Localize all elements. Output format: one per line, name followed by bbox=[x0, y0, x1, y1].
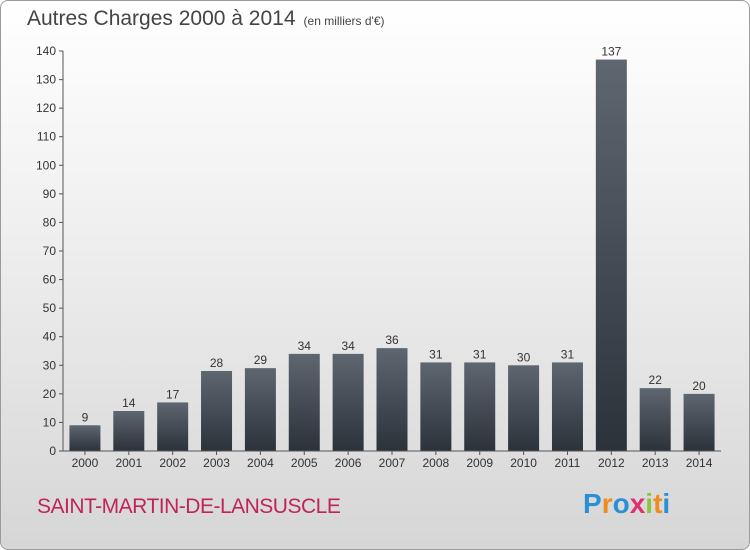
y-tick-label: 70 bbox=[43, 244, 57, 258]
bar-value-label: 30 bbox=[517, 350, 531, 364]
bar bbox=[288, 353, 320, 451]
x-tick-label: 2010 bbox=[510, 456, 537, 470]
chart-title: Autres Charges 2000 à 2014 (en milliers d… bbox=[27, 7, 385, 31]
bar bbox=[244, 368, 276, 451]
y-tick-label: 30 bbox=[43, 358, 57, 372]
y-tick-label: 140 bbox=[36, 44, 56, 58]
y-tick-label: 10 bbox=[43, 415, 57, 429]
bar-value-label: 20 bbox=[692, 379, 706, 393]
logo-letter: i bbox=[645, 488, 654, 519]
y-tick-label: 60 bbox=[43, 273, 57, 287]
bar-value-label: 31 bbox=[473, 347, 487, 361]
x-tick-label: 2001 bbox=[115, 456, 142, 470]
bar-value-label: 17 bbox=[166, 387, 180, 401]
x-tick-label: 2004 bbox=[247, 456, 274, 470]
bar bbox=[551, 362, 583, 451]
bar bbox=[113, 411, 145, 451]
bar-value-label: 36 bbox=[385, 333, 399, 347]
bar-value-label: 34 bbox=[341, 339, 355, 353]
y-tick-label: 110 bbox=[37, 130, 56, 144]
y-tick-label: 80 bbox=[43, 215, 57, 229]
x-tick-label: 2006 bbox=[335, 456, 362, 470]
logo-letter: P bbox=[583, 488, 602, 519]
y-tick-label: 50 bbox=[43, 301, 57, 315]
x-tick-label: 2008 bbox=[423, 456, 450, 470]
bar-value-label: 31 bbox=[429, 347, 443, 361]
bars: 9 14 17 28 29 34 34 36 31 31 30 31 137 22 20 bbox=[69, 45, 715, 451]
x-tick-label: 2005 bbox=[291, 456, 318, 470]
bar-value-label: 14 bbox=[122, 396, 136, 410]
logo-letter: o bbox=[612, 488, 630, 519]
bar-value-label: 31 bbox=[561, 347, 575, 361]
bar-value-label: 28 bbox=[210, 356, 224, 370]
bar-value-label: 9 bbox=[82, 410, 89, 424]
logo-letter: r bbox=[601, 488, 613, 519]
bar bbox=[69, 425, 101, 451]
y-tick-label: 100 bbox=[36, 158, 56, 172]
bar bbox=[201, 371, 233, 451]
commune-name: SAINT-MARTIN-DE-LANSUSCLE bbox=[37, 495, 341, 518]
bar bbox=[683, 393, 715, 451]
logo-letter: x bbox=[629, 488, 646, 519]
x-tick-label: 2009 bbox=[466, 456, 493, 470]
bar-value-label: 22 bbox=[649, 373, 663, 387]
bar-value-label: 34 bbox=[298, 339, 312, 353]
bar bbox=[420, 362, 452, 451]
y-tick-label: 90 bbox=[43, 187, 57, 201]
bar bbox=[157, 402, 189, 451]
bar bbox=[595, 59, 627, 451]
bar-value-label: 137 bbox=[601, 45, 621, 59]
bar bbox=[376, 348, 408, 451]
y-tick-label: 0 bbox=[49, 444, 56, 458]
title-text: Autres Charges 2000 à 2014 bbox=[27, 7, 296, 30]
x-tick-label: 2011 bbox=[555, 456, 581, 470]
bar bbox=[508, 365, 540, 451]
x-tick-label: 2014 bbox=[686, 456, 713, 470]
logo-letter: t bbox=[653, 488, 663, 519]
bar bbox=[332, 353, 364, 451]
proxiti-logo: Proxiti bbox=[583, 488, 670, 520]
y-axis: 0 10 20 30 40 50 60 70 80 90 100 110 120 130 140 bbox=[36, 44, 64, 458]
bar bbox=[464, 362, 496, 451]
y-tick-label: 20 bbox=[43, 387, 57, 401]
x-tick-label: 2000 bbox=[72, 456, 99, 470]
logo-letter: i bbox=[662, 488, 671, 519]
y-tick-label: 120 bbox=[36, 101, 56, 115]
x-tick-label: 2003 bbox=[203, 456, 230, 470]
bar bbox=[639, 388, 671, 451]
x-tick-label: 2007 bbox=[379, 456, 406, 470]
x-tick-label: 2013 bbox=[642, 456, 669, 470]
bar-value-label: 29 bbox=[254, 353, 268, 367]
x-tick-label: 2012 bbox=[598, 456, 625, 470]
x-axis: 2000 2001 2002 2003 2004 2005 2006 2007 2008 2009… bbox=[63, 450, 721, 470]
unit-label: (en milliers d'€) bbox=[303, 14, 385, 28]
x-tick-label: 2002 bbox=[159, 456, 186, 470]
y-tick-label: 130 bbox=[36, 73, 56, 87]
y-tick-label: 40 bbox=[43, 330, 57, 344]
